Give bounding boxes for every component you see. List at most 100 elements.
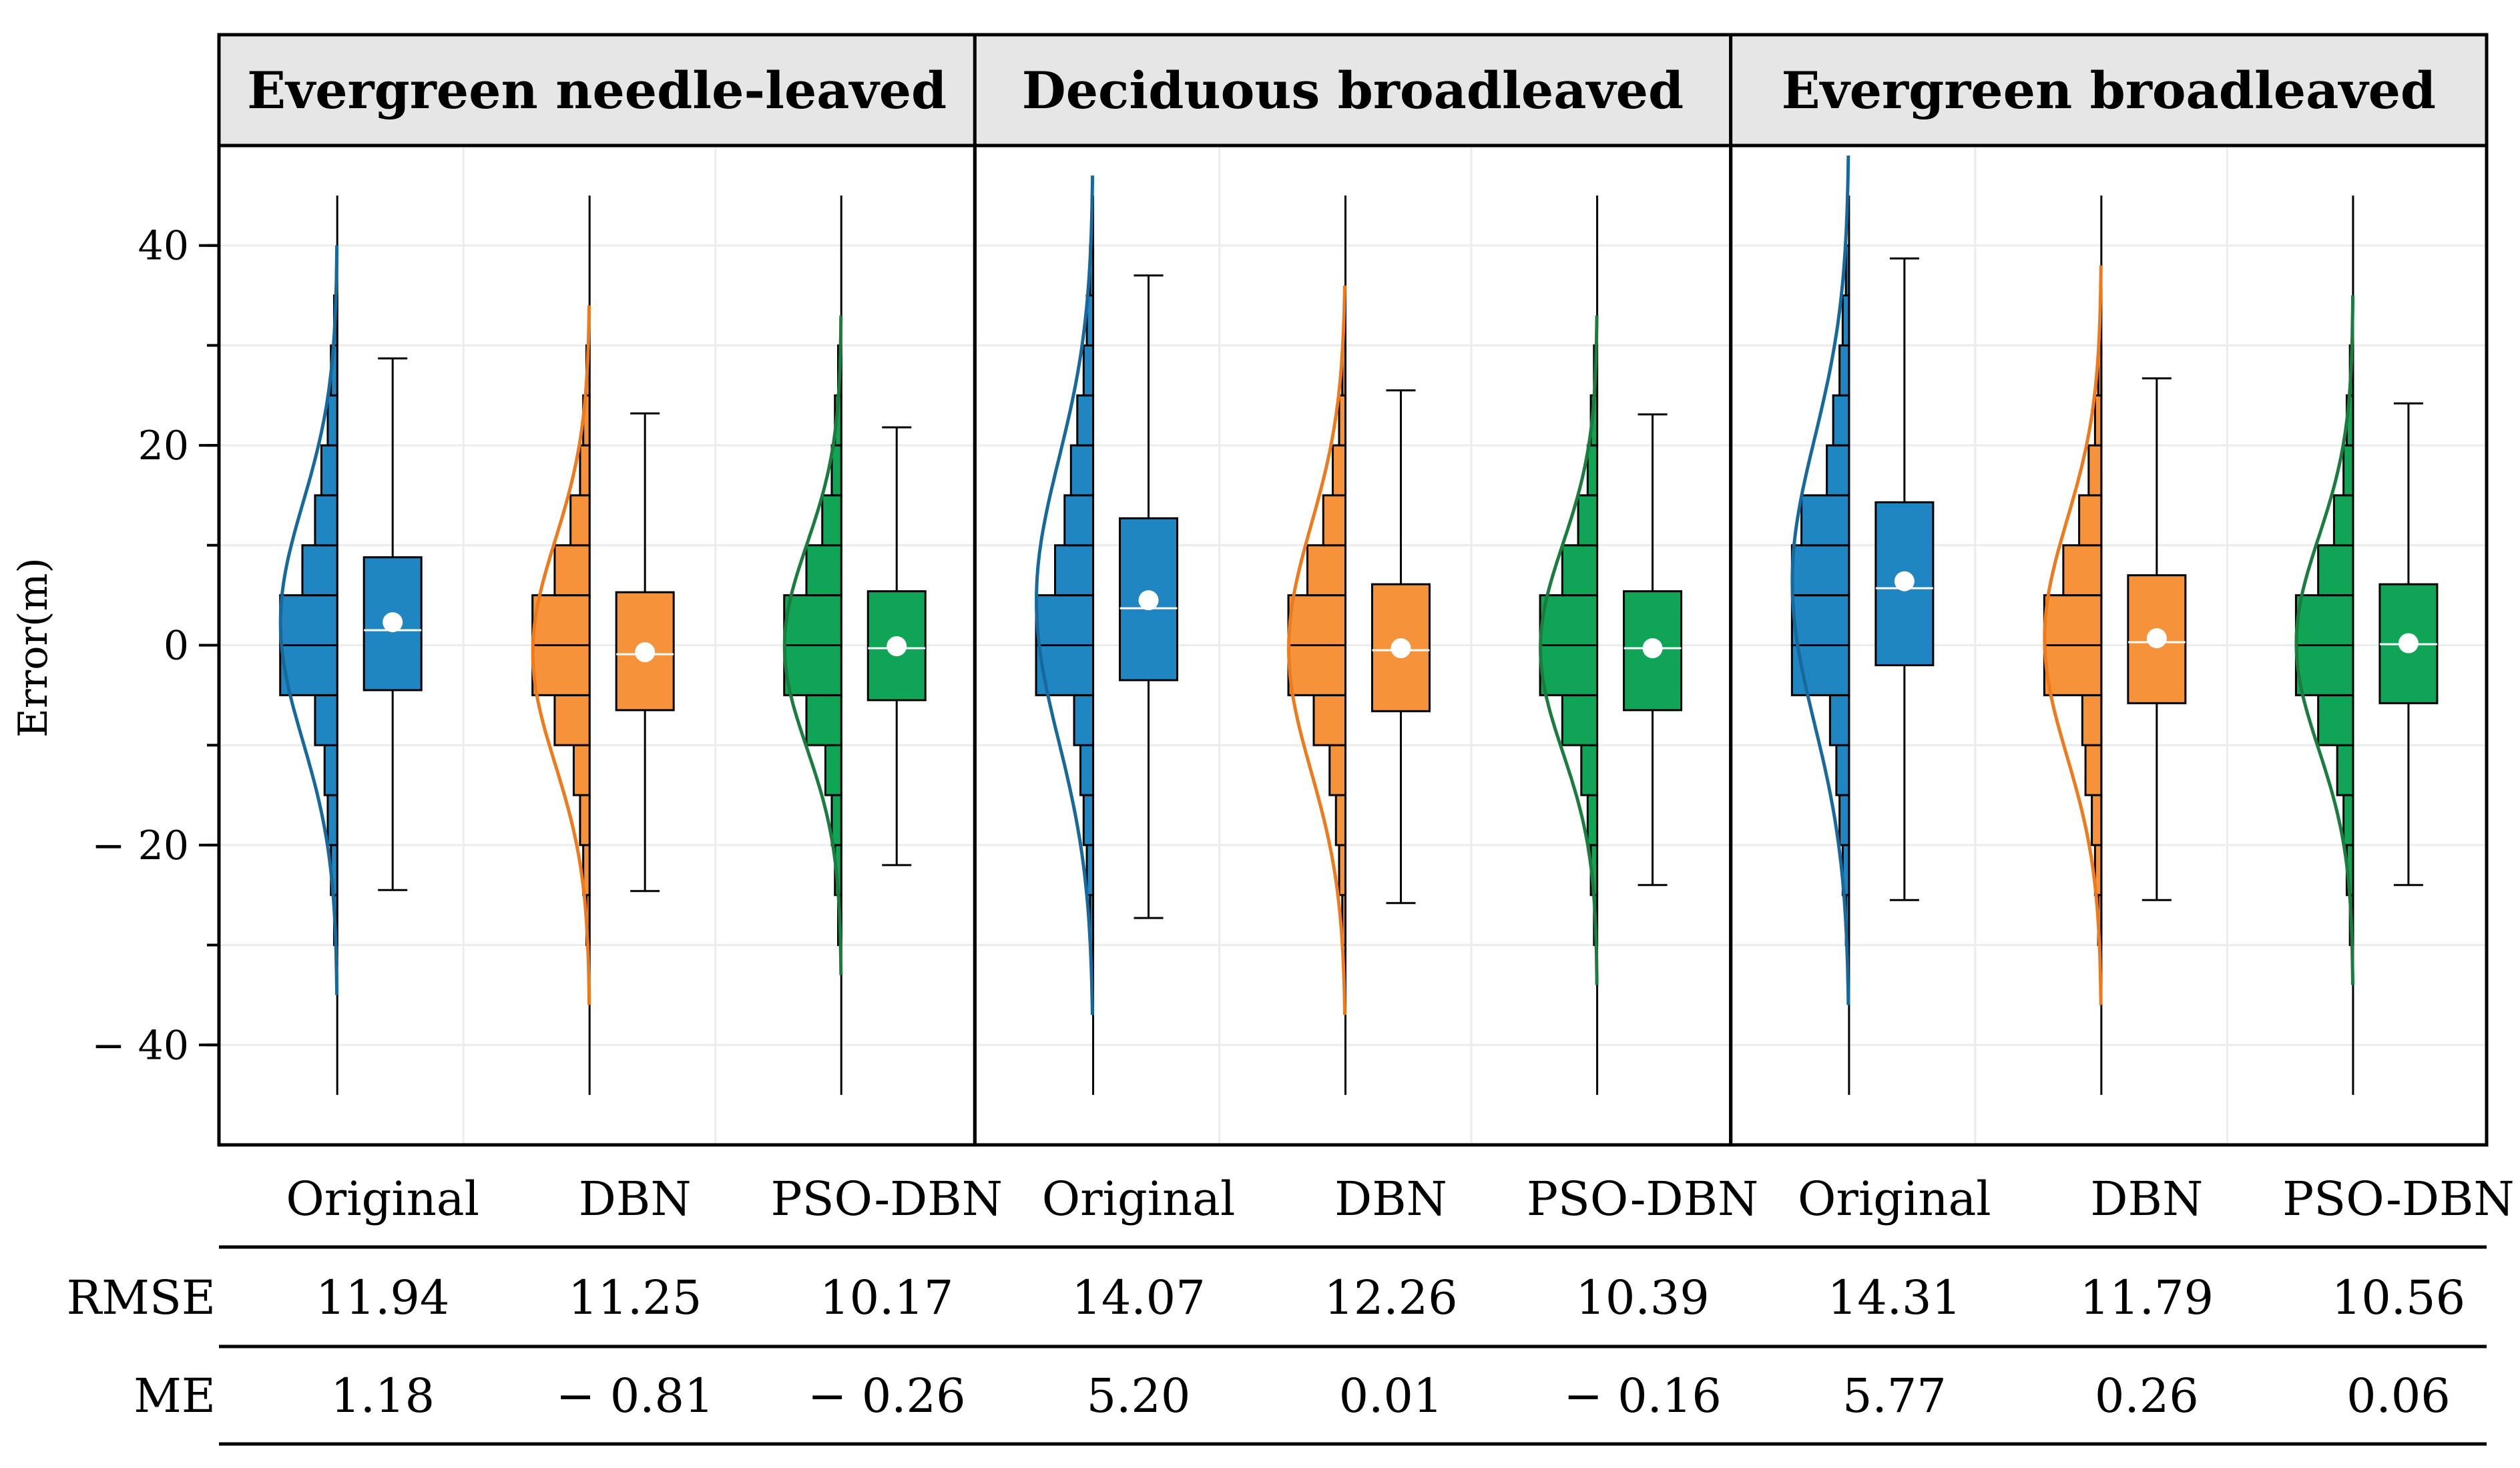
hist-bar	[531, 594, 591, 647]
hist-bar	[1063, 494, 1095, 547]
hist-bar	[301, 544, 338, 597]
kde-curve	[782, 315, 843, 975]
hist-bar	[805, 544, 842, 597]
hist-bar	[572, 744, 591, 796]
hist-bar	[326, 794, 338, 846]
category-label: Original	[286, 1172, 479, 1226]
category-label: Original	[1042, 1172, 1236, 1226]
hist-bar	[1841, 294, 1850, 346]
hist-bar	[1800, 494, 1850, 547]
y-axis-title: Error(m)	[10, 557, 57, 738]
facet-headers: Evergreen needle-leaved Deciduous broadle…	[217, 33, 2489, 148]
hist-bar	[1073, 694, 1095, 746]
category-label: DBN	[579, 1172, 692, 1226]
hist-bar	[2062, 544, 2103, 597]
y-axis: Error(m) − 40 − 20 0 20 40	[10, 223, 219, 1069]
category-labels: Original DBN PSO-DBN Original DBN PSO-DBN Orig…	[286, 1172, 2514, 1226]
hist-bar	[2081, 694, 2103, 746]
table-cell-value: 11.25	[568, 1270, 702, 1325]
violin-box-group	[2294, 195, 2439, 1095]
hist-bar	[553, 694, 591, 746]
kde-curve	[1286, 285, 1346, 1015]
hist-bar	[2078, 494, 2103, 547]
hist-bar	[2093, 394, 2103, 447]
hist-bar	[314, 694, 338, 746]
grid-layer	[219, 146, 2487, 1145]
kde-curve	[278, 245, 339, 995]
hist-bar	[1835, 744, 1850, 796]
facet-title: Evergreen broadleaved	[1782, 61, 2436, 120]
table-cell-value: − 0.26	[808, 1369, 966, 1423]
violin-box-group	[1035, 175, 1179, 1095]
hist-bar	[1338, 844, 1347, 897]
hist-bar	[1322, 494, 1347, 547]
hist-bar	[2342, 794, 2354, 846]
facet-header-box	[973, 33, 1733, 148]
mean-marker	[383, 612, 403, 633]
table-cell-value: 0.01	[1339, 1369, 1443, 1423]
hist-bar	[2336, 744, 2354, 796]
hist-bar	[1561, 694, 1599, 746]
kde-curve	[2043, 265, 2103, 1005]
hist-bar	[1838, 794, 1850, 846]
hist-bar	[1334, 794, 1347, 846]
hist-bar	[1312, 694, 1347, 746]
hist-bar	[1338, 394, 1347, 447]
hist-bar	[1826, 444, 1850, 497]
hist-bar	[1561, 544, 1599, 597]
hist-bar	[2294, 644, 2354, 696]
kde-curve	[2294, 295, 2354, 985]
hist-bar	[1332, 444, 1347, 497]
y-tick-label: − 20	[91, 822, 189, 869]
mean-marker	[2146, 628, 2167, 649]
hist-bar	[2342, 444, 2354, 497]
hist-bar	[579, 444, 591, 497]
mean-marker	[1138, 590, 1159, 611]
violin-box-group	[1539, 195, 1683, 1095]
hist-bar	[1082, 794, 1095, 846]
violin-box-group	[1286, 195, 1431, 1095]
category-label: DBN	[2090, 1172, 2203, 1226]
hist-bar	[1328, 744, 1347, 796]
hist-bar	[1586, 794, 1599, 846]
mean-marker	[635, 642, 656, 662]
table-cell-value: 10.17	[820, 1270, 953, 1325]
y-tick-label: − 40	[91, 1022, 189, 1069]
hist-bar	[1539, 594, 1599, 647]
table-cell-value: 14.07	[1071, 1270, 1205, 1325]
hist-bar	[805, 694, 842, 746]
facet-title: Evergreen needle-leaved	[247, 61, 947, 120]
y-tick-label: 0	[164, 623, 189, 670]
hist-bar	[1790, 544, 1850, 597]
table-cell-value: 11.79	[2080, 1270, 2214, 1325]
table-cell-value: 14.31	[1828, 1270, 1961, 1325]
metrics-table: RMSE 11.94 11.25 10.17 14.07 12.26 10.39 14.31 1…	[67, 1245, 2487, 1446]
hist-bar	[1085, 844, 1095, 897]
category-label: DBN	[1334, 1172, 1447, 1226]
hist-bar	[323, 744, 338, 796]
hist-bar	[553, 544, 591, 597]
hist-bar	[569, 494, 591, 547]
hist-bar	[1838, 344, 1850, 397]
hist-bar	[783, 594, 842, 647]
hist-bar	[2332, 494, 2354, 547]
hist-bar	[1287, 594, 1347, 647]
category-label: PSO-DBN	[771, 1172, 1003, 1226]
kde-curve	[1539, 315, 1599, 985]
plot-layer	[278, 155, 2439, 1095]
hist-bar	[1054, 544, 1095, 597]
table-cell-value: 5.77	[1842, 1369, 1947, 1423]
hist-bar	[2091, 794, 2103, 846]
table-row-label: RMSE	[67, 1270, 216, 1325]
hist-bar	[1287, 644, 1347, 696]
hist-bar	[1790, 594, 1850, 647]
violin-box-group	[1790, 155, 1935, 1095]
hist-bar	[2043, 644, 2103, 696]
hist-bar	[279, 594, 338, 647]
hist-bar	[821, 494, 842, 547]
hist-bar	[1069, 444, 1095, 497]
hist-bar	[1844, 244, 1850, 297]
table-cell-value: − 0.16	[1563, 1369, 1722, 1423]
hist-bar	[2317, 544, 2354, 597]
